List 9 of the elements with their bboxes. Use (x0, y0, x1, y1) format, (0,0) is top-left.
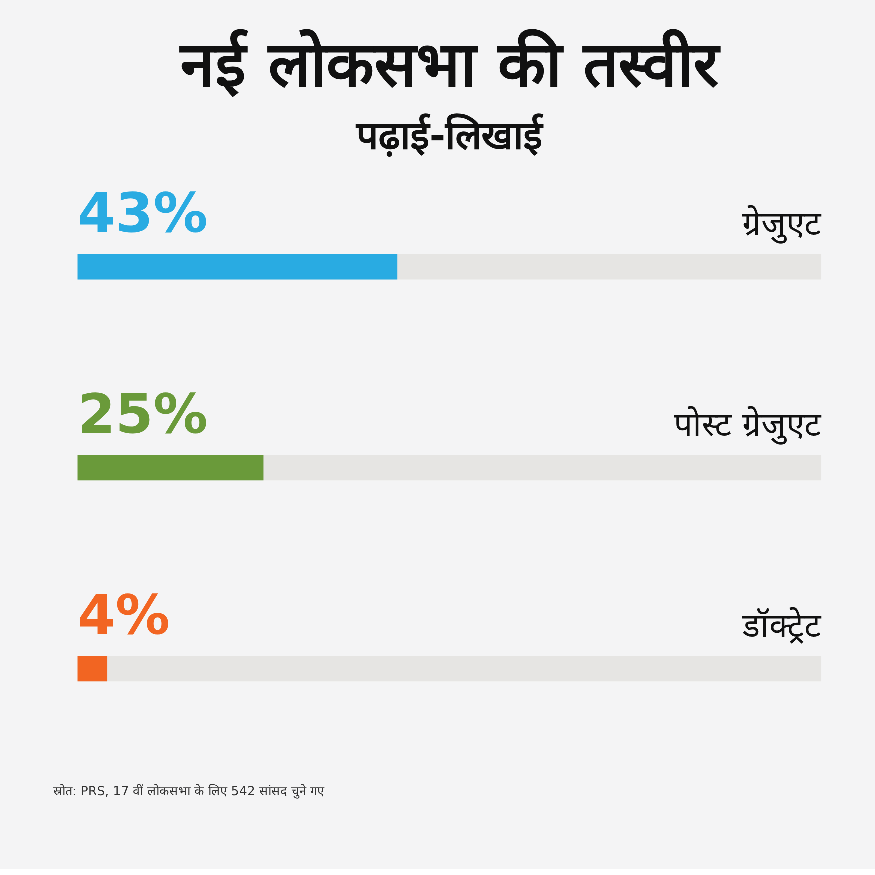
data-label: 4% (78, 582, 170, 647)
chart-subtitle: पढ़ाई-लिखाई (356, 113, 545, 160)
y-tick-label: ग्रेजुएट (742, 204, 823, 244)
y-tick-label: पोस्ट ग्रेजुएट (674, 404, 823, 445)
text: स्रोत: PRS, 17 वीं लोकसभा के लिए 542 सांसद चुने गए (53, 784, 326, 800)
data-label: 43% (78, 181, 208, 246)
data-label: 25% (78, 382, 208, 446)
chart-title: नई लोकसभा की तस्वीर (180, 28, 722, 101)
y-tick-label: डॉक्ट्रेट (742, 606, 823, 645)
